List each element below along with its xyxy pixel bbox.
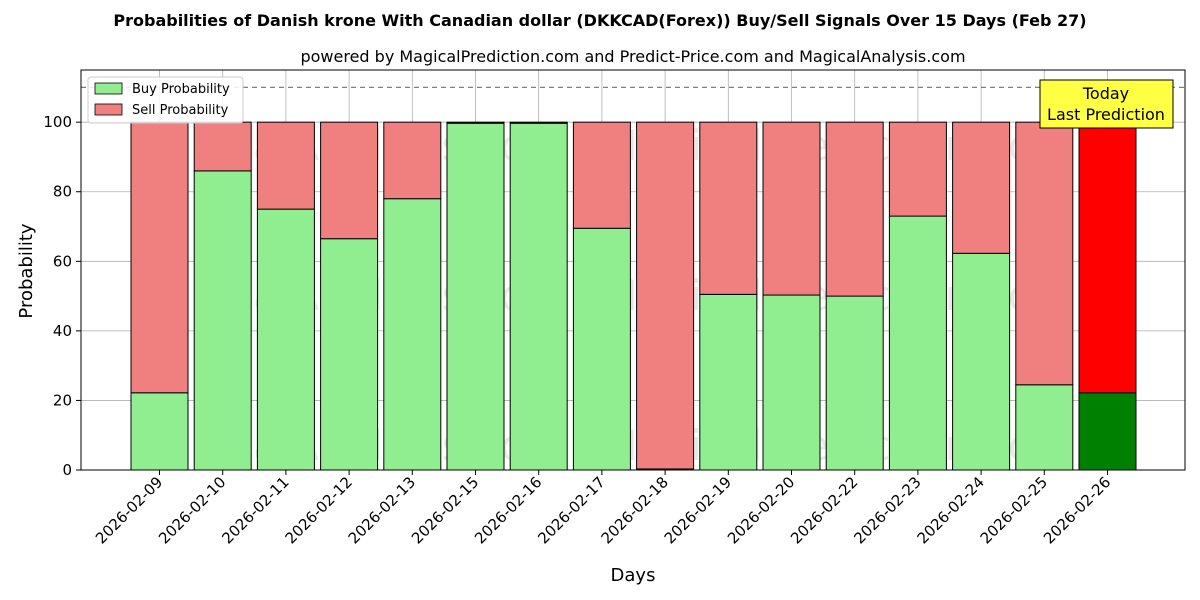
- bar-sell: [1015, 121, 1074, 386]
- chart-title: Probabilities of Danish krone With Canad…: [113, 11, 1086, 30]
- x-axis-label: Days: [611, 565, 656, 586]
- today-annotation: Today Last Prediction: [1039, 79, 1174, 129]
- y-tick-label: 20: [53, 391, 72, 409]
- bar-sell: [320, 121, 379, 240]
- legend-swatch-sell: [94, 103, 123, 116]
- bar-buy: [825, 295, 884, 471]
- legend-swatch-buy: [94, 82, 123, 95]
- bar-sell: [762, 121, 821, 296]
- legend: Buy Probability Sell Probability: [87, 76, 244, 124]
- bar-buy: [446, 122, 505, 471]
- bar-buy: [383, 198, 442, 471]
- bar-sell: [888, 121, 947, 217]
- bar-buy: [572, 227, 631, 471]
- bar-sell: [383, 121, 442, 200]
- legend-box: [87, 76, 244, 124]
- bar-buy: [762, 294, 821, 471]
- bar-sell: [256, 121, 315, 210]
- bar-sell: [572, 121, 631, 229]
- bar-sell: [699, 121, 758, 295]
- chart-subtitle: powered by MagicalPrediction.com and Pre…: [300, 47, 965, 66]
- bar-buy: [193, 170, 252, 471]
- plot-frame: [80, 69, 1186, 471]
- bars-layer: [130, 121, 1137, 471]
- bar-sell: [952, 121, 1011, 254]
- bar-sell: [509, 121, 568, 124]
- today-annotation-line-1: Today: [1082, 84, 1129, 103]
- y-tick-label: 80: [53, 183, 72, 201]
- bar-buy: [1078, 392, 1137, 471]
- bar-buy: [130, 392, 189, 471]
- today-annotation-box: [1039, 79, 1174, 129]
- legend-label-buy: Buy Probability: [132, 82, 230, 97]
- y-tick-label: 0: [62, 461, 72, 479]
- bar-sell: [1078, 121, 1137, 394]
- y-axis-label: Probability: [16, 223, 37, 318]
- bar-sell: [446, 121, 505, 124]
- bar-sell: [636, 121, 695, 470]
- bar-sell: [193, 121, 252, 172]
- today-annotation-line-2: Last Prediction: [1047, 105, 1165, 124]
- bar-buy: [509, 122, 568, 471]
- bar-buy: [1015, 384, 1074, 471]
- bar-buy: [888, 215, 947, 471]
- bar-buy: [256, 208, 315, 471]
- bar-sell: [825, 121, 884, 297]
- y-tick-label: 100: [43, 113, 72, 131]
- y-tick-label: 40: [53, 322, 72, 340]
- bar-buy: [952, 252, 1011, 471]
- bar-buy: [699, 293, 758, 471]
- bar-sell: [130, 121, 189, 394]
- bar-buy: [320, 238, 379, 471]
- y-tick-label: 60: [53, 252, 72, 270]
- legend-label-sell: Sell Probability: [132, 103, 229, 118]
- y-axis: 0 20 40 60 80 100: [43, 113, 81, 479]
